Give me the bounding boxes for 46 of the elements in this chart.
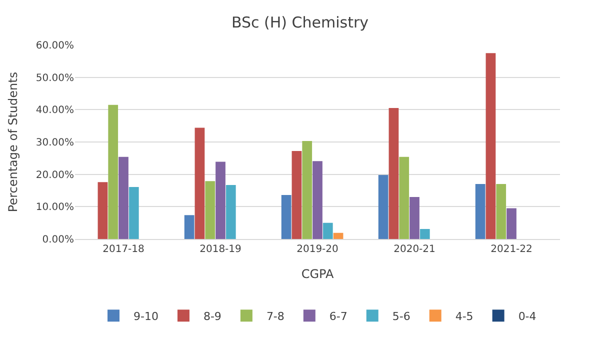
y-tick-label: 60.00% [36, 40, 74, 52]
y-tick-label: 40.00% [36, 105, 74, 116]
legend-label: 5-6 [392, 310, 410, 323]
bar [333, 232, 344, 239]
y-tick-label: 10.00% [36, 202, 74, 214]
legend-label: 6-7 [329, 310, 348, 323]
y-tick-label: 50.00% [36, 72, 74, 84]
bar [496, 184, 506, 239]
legend-label: 9-10 [134, 310, 158, 323]
bar [506, 208, 516, 239]
bar [205, 181, 216, 239]
y-tick-label: 0.00% [42, 234, 74, 246]
y-tick-label: 20.00% [36, 170, 74, 181]
x-tick-label: 2017-18 [102, 244, 144, 255]
bar [399, 156, 410, 239]
bar [216, 162, 226, 239]
legend-label: 4-5 [455, 310, 474, 323]
y-axis-title: Percentage of Students [6, 72, 20, 212]
bar [420, 228, 430, 239]
x-tick-label: 2021-22 [490, 244, 532, 255]
bar [475, 184, 486, 239]
bar [410, 196, 420, 239]
bar [486, 53, 496, 239]
bar [98, 182, 108, 239]
bar [108, 104, 118, 239]
x-tick-label: 2019-20 [296, 244, 338, 255]
x-tick-label: 2018-19 [200, 244, 242, 255]
bar [194, 128, 205, 239]
legend-label: 7-8 [266, 310, 284, 323]
legend-label: 0-4 [518, 310, 536, 323]
bar [388, 108, 399, 239]
x-axis-title: CGPA [301, 266, 334, 281]
x-tick-label: 2020-21 [394, 244, 436, 255]
y-tick-label: 30.00% [36, 138, 74, 148]
bar [302, 141, 312, 239]
bar [118, 156, 128, 239]
bar [226, 185, 236, 239]
bar [378, 174, 388, 239]
bar [184, 215, 194, 239]
legend-label: 8-9 [203, 310, 222, 323]
bar [292, 151, 302, 239]
chart-title: BSc (H) Chemistry [231, 14, 369, 32]
bar [312, 161, 322, 239]
bar [128, 186, 139, 239]
bar [322, 222, 333, 239]
bar [281, 195, 292, 239]
